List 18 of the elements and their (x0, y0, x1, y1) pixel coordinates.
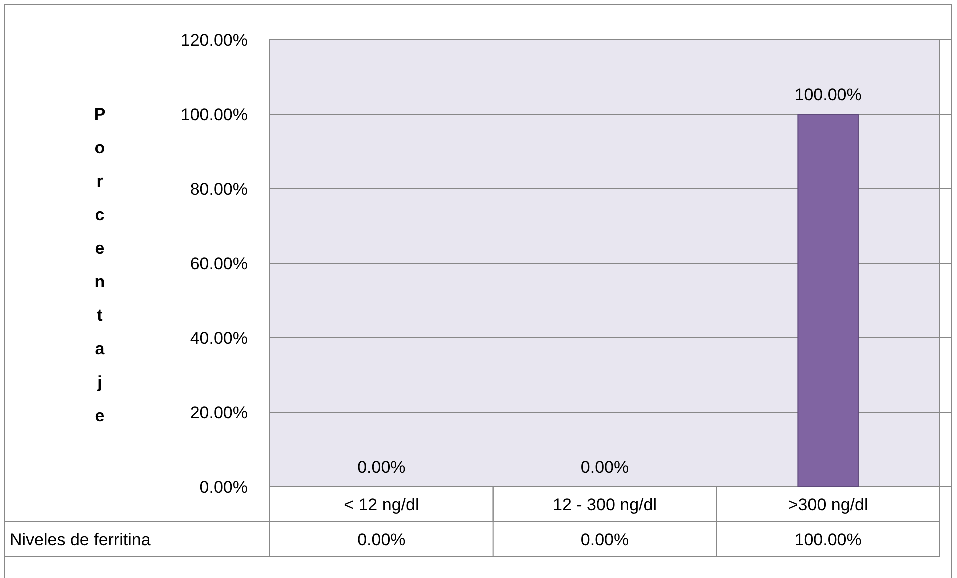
x-tick-label: 12 - 300 ng/dl (553, 495, 657, 514)
x-tick-label: >300 ng/dl (788, 495, 868, 514)
text: 0.00% (580, 458, 630, 477)
y-tick-label: 100.00% (180, 105, 248, 124)
y-tick-label: 20.00% (190, 403, 248, 422)
text: Niveles de ferritina (10, 530, 152, 550)
data-label: 0.00% (358, 530, 406, 550)
text: 0.00% (358, 458, 406, 477)
x-tick-label: < 12 ng/dl (344, 495, 420, 514)
data-label: 100.00% (794, 530, 862, 550)
y-tick-label: 0.00% (200, 478, 248, 497)
y-tick-label: 120.00% (180, 30, 248, 50)
y-tick-label: 40.00% (190, 328, 248, 348)
y-tick-label: 60.00% (190, 254, 248, 274)
text: 100.00% (794, 86, 862, 104)
text: Porcentaje (94, 105, 106, 426)
y-tick-label: 80.00% (190, 180, 248, 199)
data-label: 0.00% (580, 530, 630, 550)
